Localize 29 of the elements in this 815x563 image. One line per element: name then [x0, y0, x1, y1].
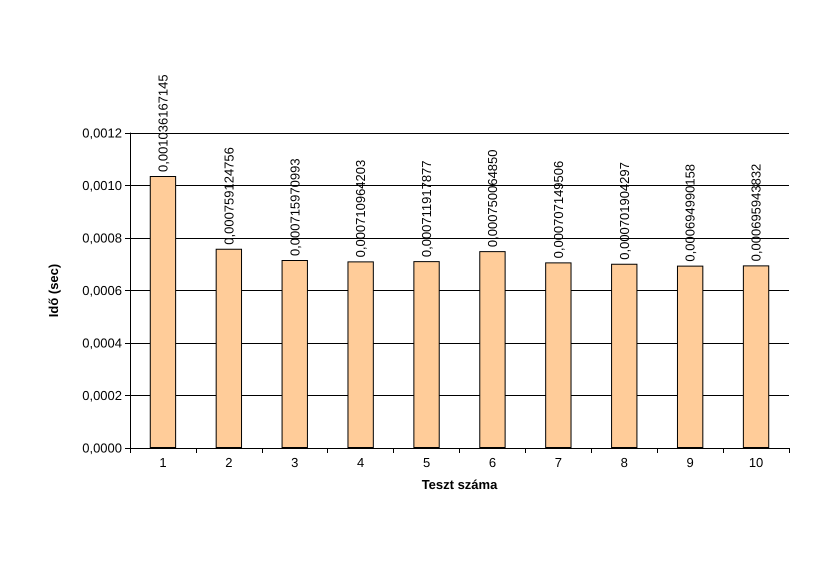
y-tick-label: 0,0008 — [82, 230, 122, 246]
y-axis-title: Idő (sec) — [46, 264, 61, 318]
data-label: 0,000694990158 — [682, 164, 698, 262]
x-tick-label: 3 — [291, 455, 298, 470]
data-label: 0,000759124756 — [221, 147, 236, 245]
y-tick-label: 0,0002 — [82, 388, 122, 403]
x-tick-label: 8 — [620, 455, 628, 470]
data-label: 0,000710964203 — [353, 160, 368, 258]
data-label: 0,000707149506 — [550, 160, 566, 258]
x-tick-label: 1 — [159, 455, 167, 470]
y-tick-label: 0,0004 — [82, 336, 122, 350]
data-label: 0,000750064850 — [484, 150, 500, 248]
x-tick-label: 6 — [488, 455, 496, 470]
data-label: 0,000711917877 — [419, 160, 434, 258]
data-label: 0,000715970993 — [287, 158, 302, 256]
data-label: 0,000701904297 — [616, 162, 632, 260]
y-tick-label: 0,0000 — [82, 440, 122, 456]
x-tick-label: 5 — [422, 455, 430, 470]
y-tick-label: 0,0012 — [82, 126, 122, 140]
data-label: 0,001036167145 — [155, 74, 170, 172]
x-tick-label: 7 — [554, 455, 562, 470]
y-tick-label: 0,0006 — [82, 283, 122, 298]
data-label: 0,000695943832 — [748, 164, 764, 262]
x-axis-title: Teszt száma — [422, 477, 498, 492]
x-tick-label: 10 — [748, 455, 764, 470]
x-tick-label: 9 — [686, 455, 694, 470]
x-tick-label: 4 — [357, 455, 364, 470]
y-tick-label: 0,0010 — [82, 178, 122, 193]
x-tick-label: 2 — [225, 455, 232, 470]
